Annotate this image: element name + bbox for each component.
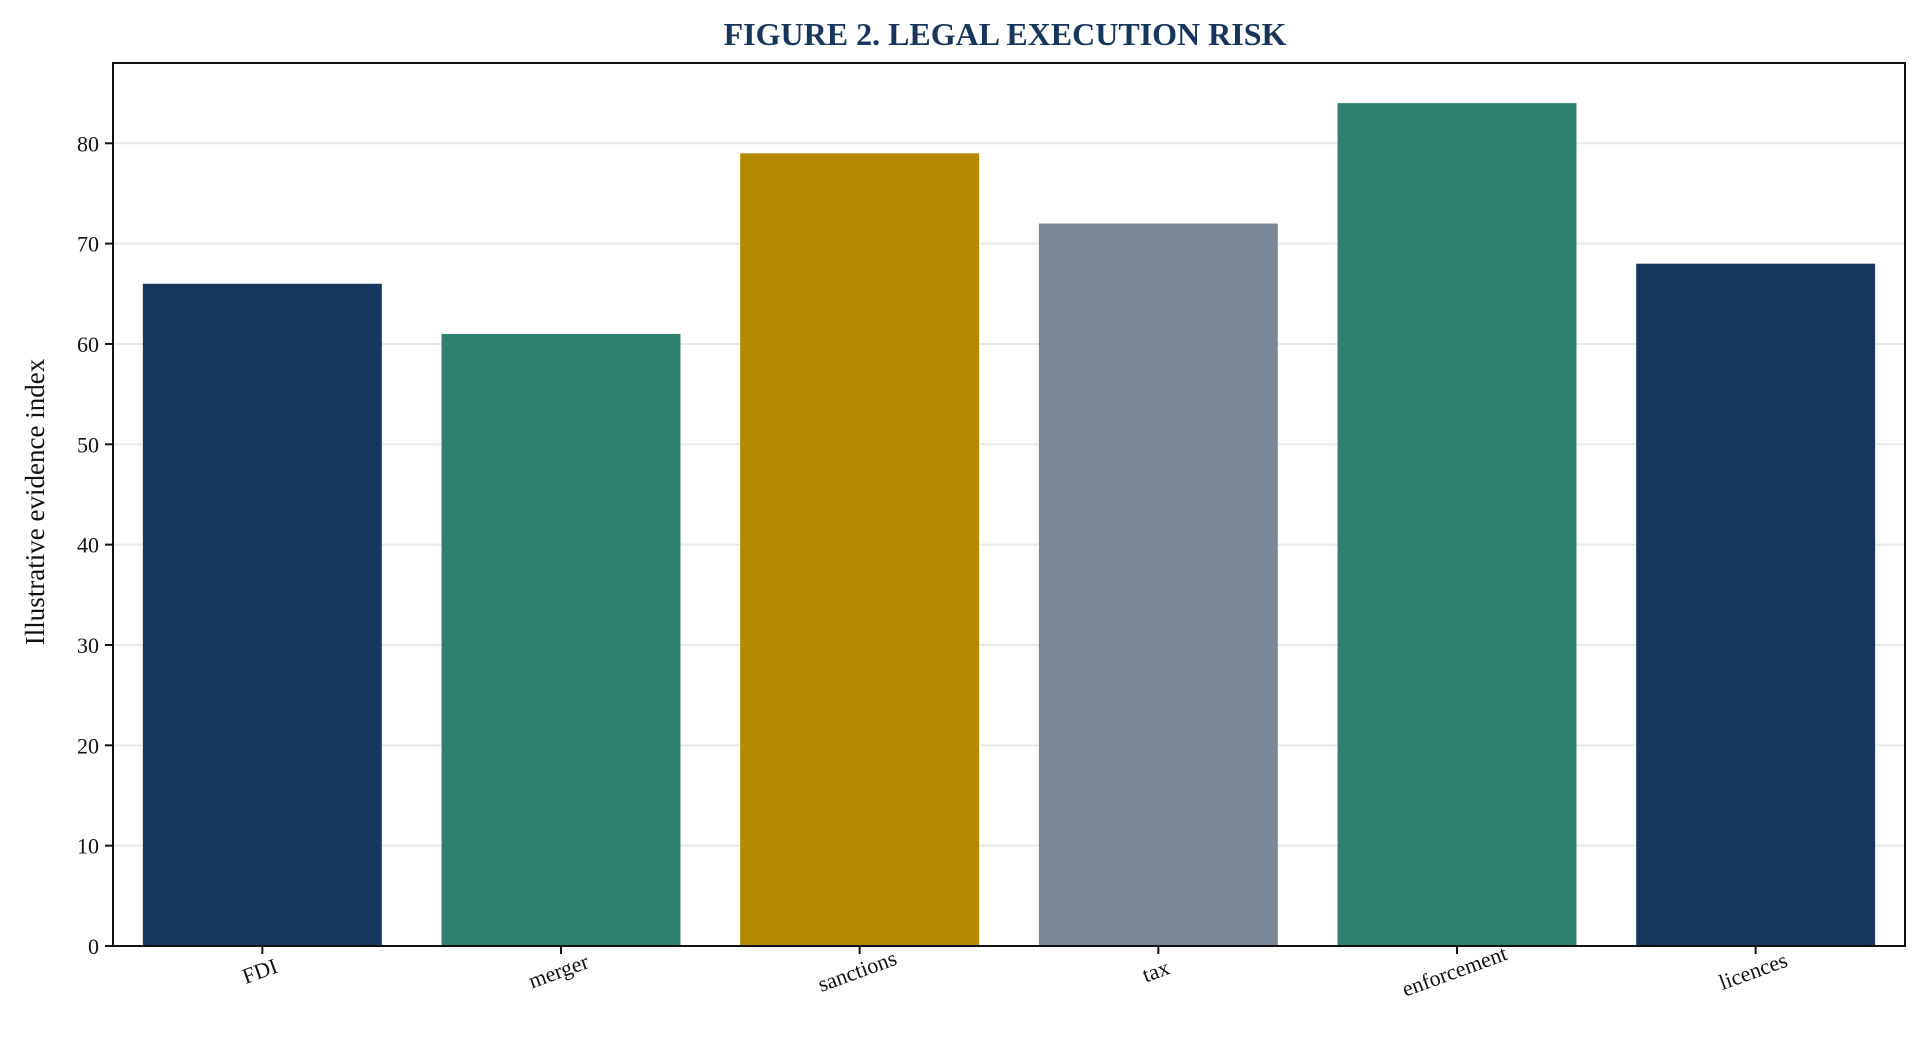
y-tick-label: 20 — [77, 733, 99, 758]
y-tick-label: 10 — [77, 834, 99, 859]
y-tick-label: 0 — [88, 934, 99, 959]
bar-FDI — [142, 283, 382, 946]
y-axis-label: Illustrative evidence index — [20, 358, 50, 645]
y-tick-label: 40 — [77, 533, 99, 558]
y-tick-label: 60 — [77, 332, 99, 357]
x-tick-label: merger — [525, 948, 592, 993]
chart-title: FIGURE 2. LEGAL EXECUTION RISK — [724, 16, 1287, 52]
y-tick-label: 80 — [77, 131, 99, 156]
x-axis-ticks: FDI merger sanctions tax enforcement licences — [239, 940, 1791, 1001]
bar-enforcement — [1337, 103, 1577, 947]
y-tick-label: 30 — [77, 633, 99, 658]
gridlines — [113, 142, 1905, 947]
bar-sanctions — [740, 153, 980, 946]
plot-frame — [112, 62, 1906, 947]
x-tick-label: licences — [1716, 947, 1791, 995]
x-tick-label: enforcement — [1399, 940, 1511, 1001]
bar-licences — [1636, 263, 1876, 946]
y-axis-ticks: 0 10 20 30 40 50 60 70 80 — [77, 131, 113, 959]
bar-tax — [1038, 223, 1278, 946]
x-tick-label: sanctions — [814, 945, 900, 997]
y-tick-label: 50 — [77, 432, 99, 457]
x-tick-label: tax — [1139, 955, 1173, 988]
bars — [142, 103, 1876, 947]
bar-merger — [441, 333, 681, 947]
x-tick-label: FDI — [239, 953, 281, 989]
y-tick-label: 70 — [77, 232, 99, 257]
